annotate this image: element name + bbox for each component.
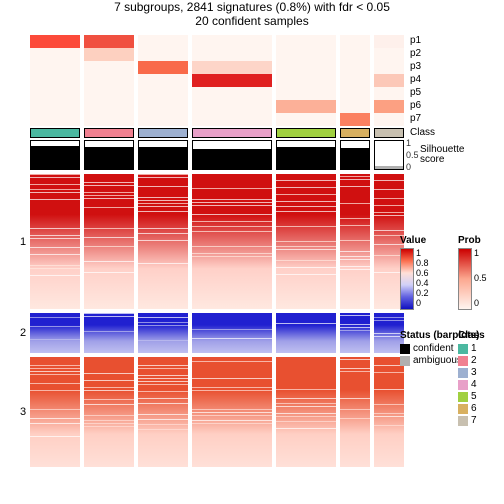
heatmap-figure: p1p2p3p4p5p6p7 Class 10.50Silhouettescore 1… bbox=[30, 35, 404, 471]
probability-annotation: p1p2p3p4p5p6p7 bbox=[30, 35, 404, 126]
cluster-row-label: 3 bbox=[20, 406, 26, 418]
p-row-label: p4 bbox=[410, 74, 421, 85]
silhouette-barplot: 10.50Silhouettescore bbox=[30, 140, 404, 170]
prob-legend: Prob10.50 bbox=[458, 235, 487, 310]
class-annotation-bar: Class bbox=[30, 128, 404, 138]
cluster-row-label: 2 bbox=[20, 327, 26, 339]
cluster-row-label: 1 bbox=[20, 236, 26, 248]
main-heatmap: 123 bbox=[30, 174, 404, 471]
p-row-label: p3 bbox=[410, 61, 421, 72]
p-row-label: p7 bbox=[410, 113, 421, 124]
p-row-label: p6 bbox=[410, 100, 421, 111]
class-legend: Class1234567 bbox=[458, 330, 485, 427]
p-row-label: p1 bbox=[410, 35, 421, 46]
title-line-1: 7 subgroups, 2841 signatures (0.8%) with… bbox=[0, 0, 504, 14]
title-line-2: 20 confident samples bbox=[0, 14, 504, 28]
class-label: Class bbox=[410, 127, 435, 138]
p-row-label: p5 bbox=[410, 87, 421, 98]
value-legend: Value10.80.60.40.20 bbox=[400, 235, 429, 310]
p-row-label: p2 bbox=[410, 48, 421, 59]
